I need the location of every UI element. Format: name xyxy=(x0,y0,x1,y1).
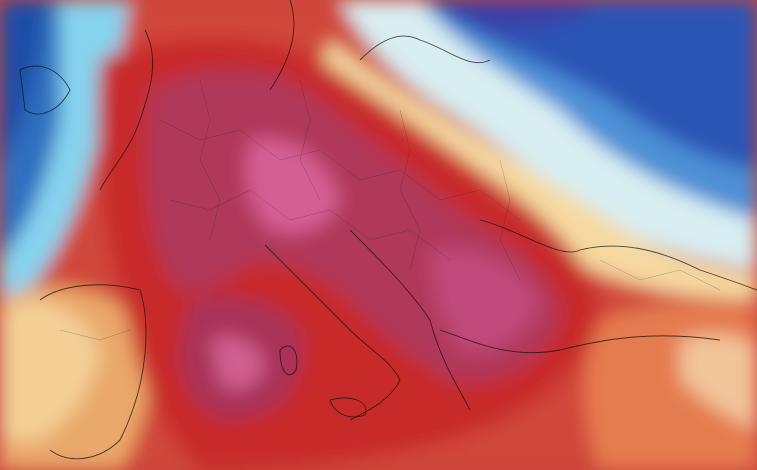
admin-lines xyxy=(59,79,721,341)
coastlines xyxy=(19,0,757,460)
